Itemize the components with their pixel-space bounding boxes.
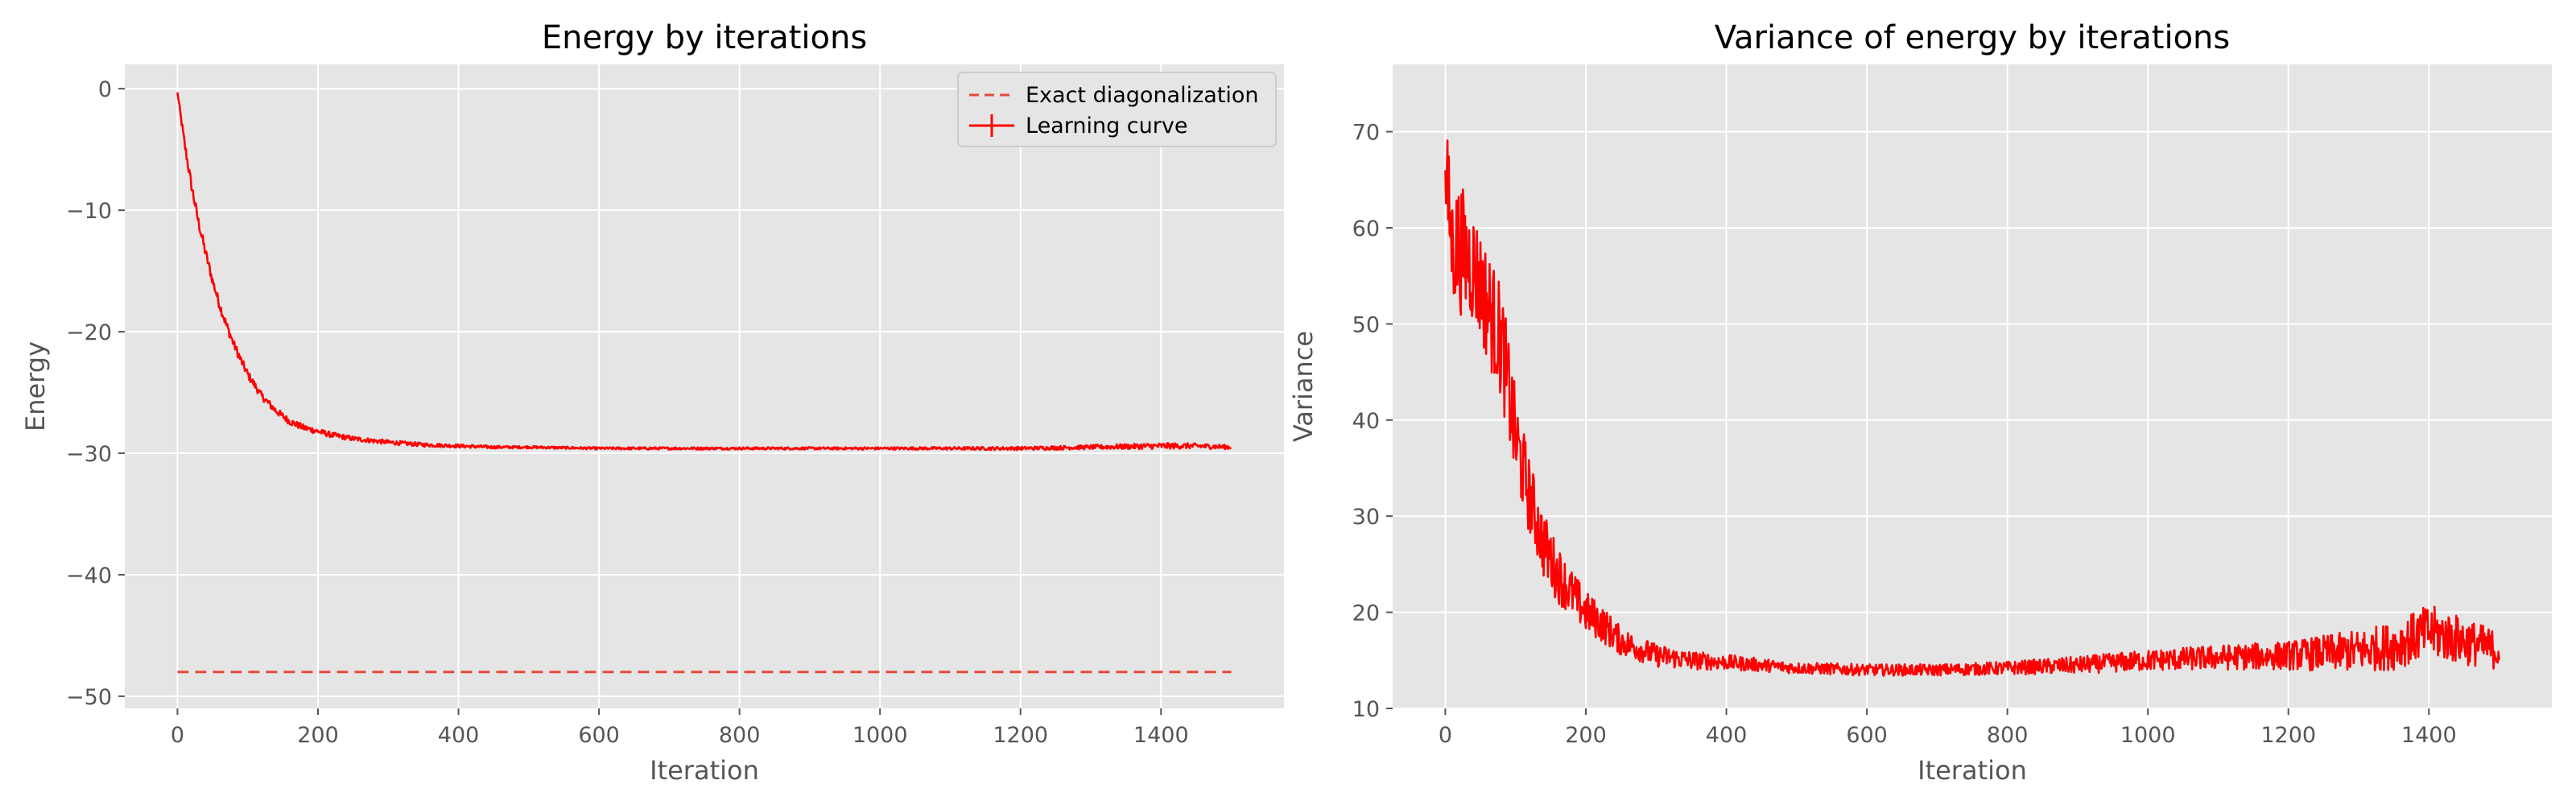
y-tick-label: −10 (66, 199, 112, 224)
x-tick-label: 400 (1706, 723, 1748, 748)
legend-box (957, 72, 1277, 147)
x-tick-label: 1000 (852, 723, 908, 748)
x-tick-label: 1000 (2120, 723, 2176, 748)
variance-ticks: 0 200 400 600 800 1000 1200 1400 10 20 30 40 50 60 70 (1352, 121, 2457, 748)
energy-plot-background (125, 64, 1284, 708)
x-tick-label: 1200 (993, 723, 1048, 748)
legend-exact-label: Exact diagonalization (1026, 83, 1259, 108)
y-tick-label: 30 (1352, 505, 1380, 530)
x-tick-label: 200 (1565, 723, 1607, 748)
variance-series (1444, 139, 2500, 677)
energy-chart: 0 200 400 600 800 1000 1200 1400 0 −10 −20 −30 −40 −5… (20, 19, 1284, 786)
x-tick-label: 1200 (2260, 723, 2316, 748)
y-tick-label: 40 (1352, 409, 1380, 434)
x-tick-label: 600 (1846, 723, 1888, 748)
legend-learning-label: Learning curve (1026, 114, 1187, 138)
y-tick-label: −40 (66, 564, 112, 588)
series-line-variance (1444, 139, 2500, 677)
x-tick-label: 800 (719, 723, 761, 748)
energy-ticks: 0 200 400 600 800 1000 1200 1400 0 −10 −20 −30 −40 −5… (66, 77, 1189, 748)
energy-chart-title: Energy by iterations (542, 19, 867, 56)
y-tick-label: 60 (1352, 217, 1380, 242)
y-tick-label: 20 (1352, 601, 1380, 626)
energy-series (176, 92, 1232, 674)
variance-y-axis-label: Variance (1288, 331, 1319, 442)
y-tick-label: −50 (66, 685, 112, 710)
y-tick-label: 70 (1352, 121, 1380, 146)
variance-x-axis-label: Iteration (1918, 755, 2027, 786)
x-tick-label: 400 (438, 723, 480, 748)
energy-legend: Exact diagonalization Learning curve (957, 72, 1277, 147)
energy-x-axis-label: Iteration (650, 755, 759, 786)
x-tick-label: 600 (578, 723, 620, 748)
y-tick-label: 0 (98, 77, 112, 102)
energy-y-axis-label: Energy (20, 341, 51, 431)
variance-grid (1393, 64, 2552, 709)
series-line-learning-curve (176, 92, 1232, 452)
x-tick-label: 1400 (1133, 723, 1189, 748)
energy-grid (125, 64, 1284, 708)
variance-chart-title: Variance of energy by iterations (1715, 19, 2230, 56)
variance-chart: 0 200 400 600 800 1000 1200 140010203040506070 … (1288, 19, 2552, 786)
y-tick-label: 50 (1352, 312, 1380, 337)
y-tick-label: −30 (66, 442, 112, 467)
y-tick-label: 10 (1352, 697, 1380, 722)
y-tick-label: −20 (66, 320, 112, 345)
x-tick-label: 800 (1987, 723, 2029, 748)
x-tick-label: 0 (171, 723, 184, 748)
x-tick-label: 200 (297, 723, 339, 748)
x-tick-label: 0 (1439, 723, 1452, 748)
x-tick-label: 1400 (2401, 723, 2457, 748)
